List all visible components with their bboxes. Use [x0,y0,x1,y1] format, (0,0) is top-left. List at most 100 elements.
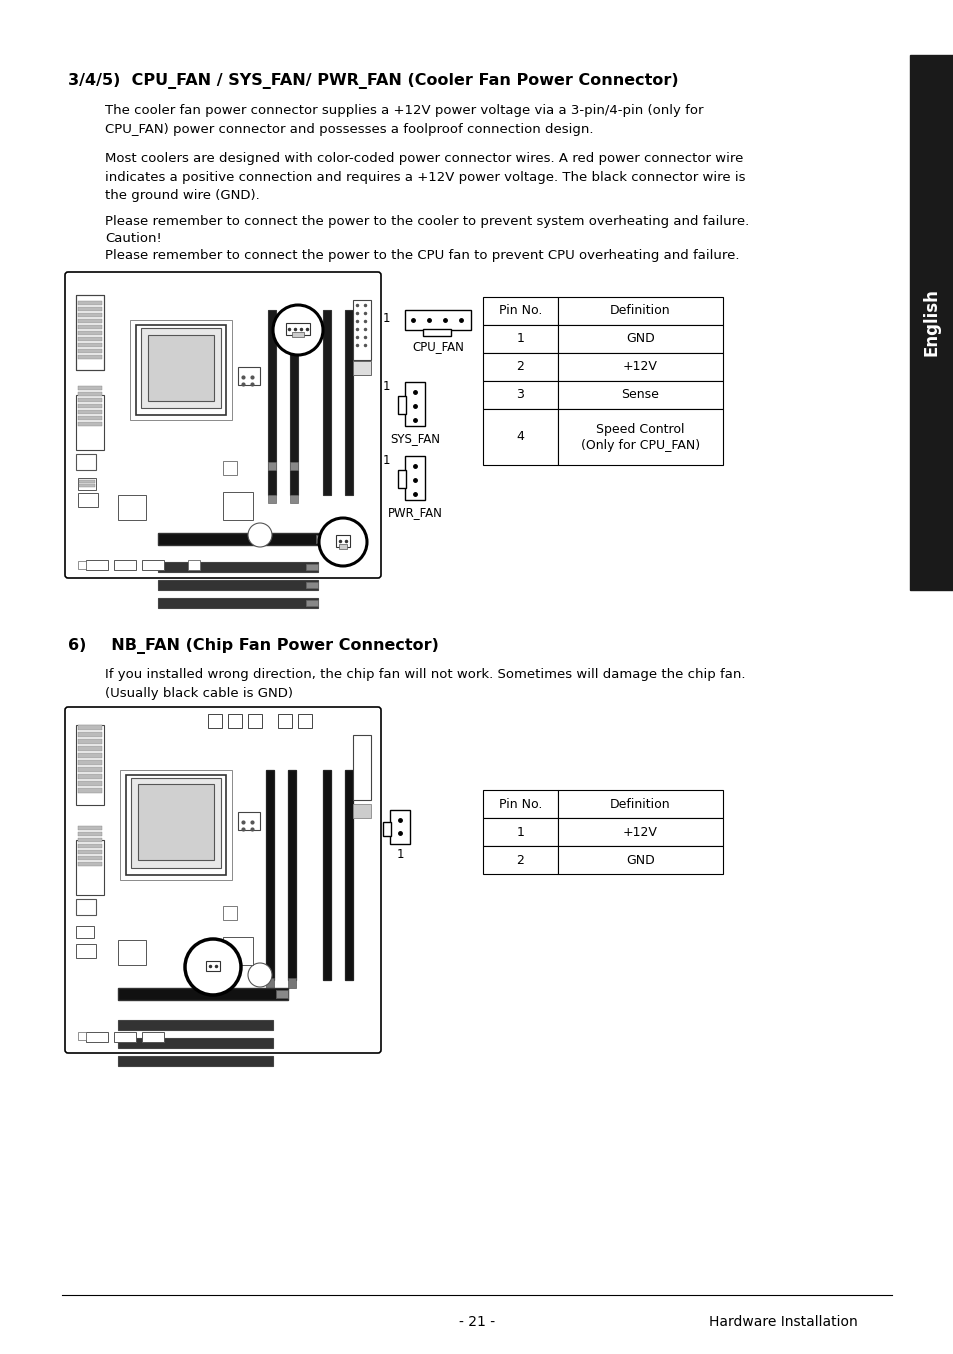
Bar [286,324,310,334]
Bar [78,746,102,751]
Bar [78,850,102,854]
Bar [76,295,104,370]
Text: The cooler fan power connector supplies a +12V power voltage via a 3-pin/4-pin (: The cooler fan power connector supplies … [105,104,702,135]
Text: 4: 4 [516,431,524,444]
Text: GND: GND [625,853,654,867]
Bar [120,770,232,880]
Bar [78,753,102,758]
Bar [558,297,722,325]
Bar [288,978,295,988]
Bar [78,355,102,359]
Bar [353,735,371,800]
Bar [297,714,312,728]
Bar [78,781,102,787]
Bar [558,846,722,873]
Bar [290,496,297,502]
FancyBboxPatch shape [65,272,380,578]
Bar [118,1039,273,1048]
Bar [78,416,102,420]
Bar [113,561,136,570]
Bar [78,788,102,793]
Bar [158,580,317,590]
Bar [422,329,451,336]
Bar [315,535,328,543]
Bar [78,831,102,835]
Bar [118,988,288,1001]
Text: 3: 3 [516,389,524,402]
Bar [78,313,102,317]
Text: SYS_FAN: SYS_FAN [390,432,439,445]
Bar [136,325,226,414]
Text: NB_FAN (Chip Fan Power Connector): NB_FAN (Chip Fan Power Connector) [100,638,438,654]
Bar [78,739,102,743]
Text: CPU_FAN: CPU_FAN [412,340,463,353]
Text: 1: 1 [516,826,524,838]
Bar [228,714,242,728]
Bar [275,990,288,998]
Bar [223,906,236,919]
FancyBboxPatch shape [65,707,380,1053]
Bar [76,839,104,895]
Bar [78,343,102,347]
Bar [78,337,102,341]
Bar [223,492,253,520]
Bar [223,460,236,475]
Circle shape [185,940,241,995]
Bar [78,493,98,506]
Bar [78,733,102,737]
Bar [78,856,102,860]
Bar [78,320,102,324]
Circle shape [248,523,272,547]
Bar [76,899,96,915]
Text: Please remember to connect the power to the CPU fan to prevent CPU overheating a: Please remember to connect the power to … [105,249,739,263]
Bar [76,724,104,806]
Text: 1: 1 [516,333,524,345]
Bar [405,382,424,427]
Bar [237,367,260,385]
Bar [353,362,371,375]
Text: Definition: Definition [610,305,670,317]
Bar [482,409,558,464]
Bar [78,403,102,408]
Text: Caution!: Caution! [105,232,162,245]
Text: If you installed wrong direction, the chip fan will not work. Sometimes will dam: If you installed wrong direction, the ch… [105,668,744,700]
Bar [382,822,391,835]
Bar [397,395,406,414]
Circle shape [273,305,323,355]
Bar [306,582,317,588]
Bar [482,789,558,818]
Circle shape [318,519,367,566]
Bar [78,398,102,402]
Bar [208,714,222,728]
Bar [345,770,353,980]
Bar [268,462,275,470]
Text: PWR_FAN: PWR_FAN [387,506,442,519]
Bar [323,310,331,496]
Bar [482,353,558,380]
Bar [335,535,350,547]
Bar [78,325,102,329]
Bar [78,766,102,772]
Bar [306,565,317,570]
Text: 1: 1 [382,380,390,394]
Bar [482,325,558,353]
Bar [223,937,253,965]
Bar [266,770,274,980]
Bar [353,301,371,360]
Bar [292,332,304,337]
Text: Pin No.: Pin No. [498,305,541,317]
Bar [78,410,102,414]
Bar [78,826,102,830]
Bar [131,779,221,868]
Bar [353,804,371,818]
Bar [909,56,953,590]
Bar [482,818,558,846]
Bar [78,774,102,779]
Bar [86,1032,108,1043]
Bar [158,598,317,608]
Bar [78,307,102,311]
Bar [142,1032,164,1043]
Text: English: English [923,288,940,356]
Text: 2: 2 [516,360,524,374]
Bar [126,774,226,875]
